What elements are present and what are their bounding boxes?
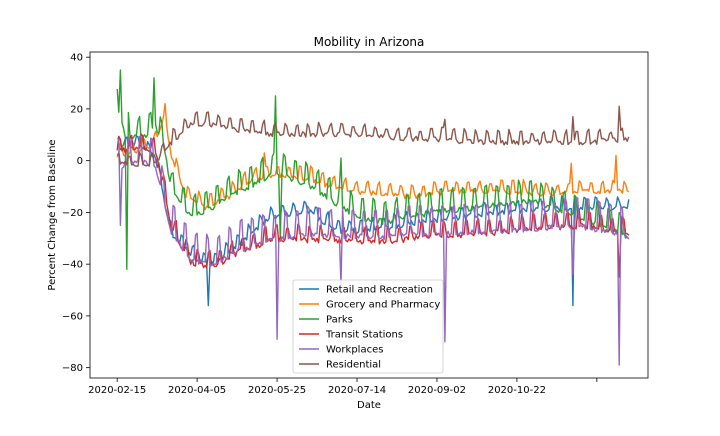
y-axis-label: Percent Change from Baseline bbox=[47, 139, 58, 290]
legend-label: Workplaces bbox=[326, 345, 383, 356]
series-line bbox=[116, 69, 630, 270]
legend-label: Grocery and Pharmacy bbox=[326, 300, 440, 311]
y-tick-label: −80 bbox=[62, 363, 83, 374]
x-tick-label: 2020-05-25 bbox=[248, 385, 306, 396]
legend: Retail and Recreation Grocery and Pharmac… bbox=[292, 279, 444, 374]
x-axis-label: Date bbox=[357, 400, 381, 411]
series-line bbox=[116, 133, 630, 278]
x-tick-label: 2020-10-22 bbox=[488, 385, 546, 396]
x-tick-label: 2020-07-14 bbox=[328, 385, 386, 396]
y-tick-label: 0 bbox=[77, 156, 83, 167]
y-tick-label: 20 bbox=[70, 104, 83, 115]
y-tick-label: 40 bbox=[70, 53, 83, 64]
series-line bbox=[117, 135, 630, 307]
legend-label: Parks bbox=[326, 315, 353, 326]
x-axis: 2020-02-15 2020-04-05 2020-05-25 2020-07-14… bbox=[88, 378, 598, 396]
plot-frame bbox=[89, 51, 649, 379]
legend-label: Retail and Recreation bbox=[326, 285, 433, 296]
chart-title: Mobility in Arizona bbox=[314, 35, 425, 49]
series-line bbox=[116, 135, 630, 366]
legend-box bbox=[292, 279, 444, 374]
legend-label: Residential bbox=[326, 360, 381, 371]
y-tick-label: −60 bbox=[62, 311, 83, 322]
legend-label: Transit Stations bbox=[325, 330, 403, 341]
plot-lines bbox=[116, 69, 630, 366]
x-tick-label: 2020-04-05 bbox=[168, 385, 226, 396]
y-axis: 40 20 0 −20 −40 −60 −80 bbox=[62, 53, 90, 374]
y-tick-label: −40 bbox=[62, 260, 83, 271]
series-line bbox=[116, 105, 630, 167]
x-tick-label: 2020-02-15 bbox=[88, 385, 146, 396]
x-tick-label: 2020-09-02 bbox=[408, 385, 466, 396]
y-tick-label: −20 bbox=[62, 208, 83, 219]
